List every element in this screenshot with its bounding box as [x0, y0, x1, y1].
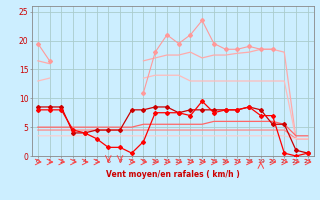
X-axis label: Vent moyen/en rafales ( km/h ): Vent moyen/en rafales ( km/h ): [106, 170, 240, 179]
